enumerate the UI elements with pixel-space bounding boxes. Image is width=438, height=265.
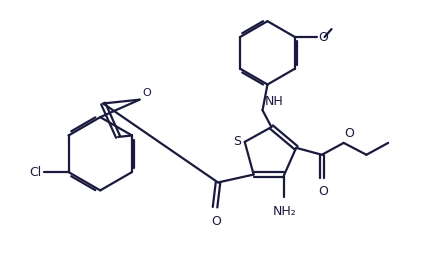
Text: O: O bbox=[319, 30, 328, 43]
Text: O: O bbox=[211, 215, 221, 228]
Text: NH₂: NH₂ bbox=[272, 205, 296, 218]
Text: Cl: Cl bbox=[30, 166, 42, 179]
Text: O: O bbox=[142, 88, 151, 98]
Text: O: O bbox=[318, 186, 328, 198]
Text: S: S bbox=[233, 135, 241, 148]
Text: NH: NH bbox=[265, 95, 283, 108]
Text: O: O bbox=[345, 127, 354, 140]
